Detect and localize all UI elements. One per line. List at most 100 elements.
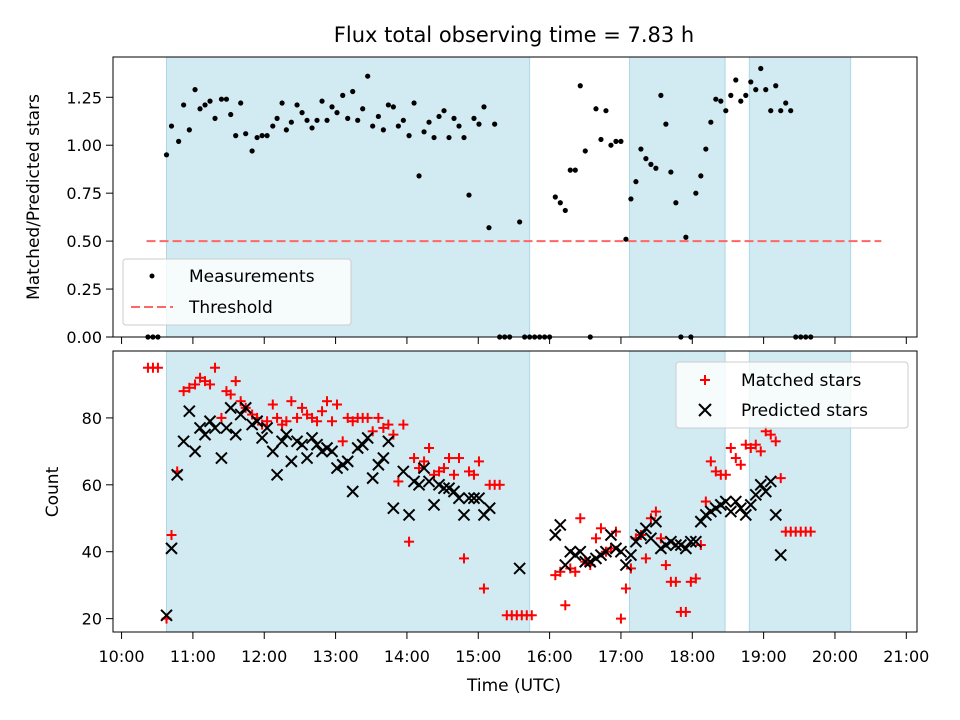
predicted-point — [402, 508, 416, 522]
measurement-point — [748, 79, 754, 85]
bottom-xtick-label: 11:00 — [170, 647, 216, 666]
predicted-point — [604, 528, 618, 542]
measurement-point — [768, 108, 774, 114]
matched-point — [178, 386, 189, 397]
predicted-point — [769, 508, 782, 522]
measurement-point — [264, 133, 270, 139]
top-ytick-label: 0.25 — [66, 280, 102, 299]
measurement-point — [243, 131, 249, 137]
predicted-point — [193, 421, 207, 435]
predicted-point — [165, 542, 178, 555]
matched-point — [398, 419, 409, 430]
top-legend: Measurements Threshold — [122, 258, 352, 326]
top-ytick-label: 1.00 — [66, 136, 102, 155]
measurement-point — [683, 234, 689, 240]
legend-measurements-marker — [149, 273, 155, 279]
predicted-point — [629, 535, 643, 548]
matched-point — [152, 362, 163, 373]
measurement-point — [738, 98, 744, 104]
top-ytick-label: 0.75 — [66, 184, 102, 203]
measurement-point — [713, 96, 719, 102]
measurement-point — [572, 167, 578, 173]
bottom-ytick-label: 80 — [82, 409, 102, 428]
matched-point — [317, 406, 328, 417]
measurement-point — [643, 156, 649, 162]
predicted-point — [559, 558, 572, 572]
matched-point — [700, 496, 711, 507]
measurement-point — [698, 173, 704, 179]
bottom-xtick-label: 14:00 — [384, 647, 430, 666]
predicted-point — [729, 495, 743, 508]
matched-point — [720, 469, 731, 480]
matched-point — [640, 553, 651, 564]
measurement-point — [283, 127, 289, 133]
matched-point — [332, 399, 343, 410]
predicted-point — [239, 401, 252, 415]
predicted-point — [684, 535, 698, 548]
legend-threshold-label: Threshold — [188, 298, 273, 318]
measurement-point — [254, 134, 260, 141]
bottom-ytick-label: 60 — [82, 476, 102, 495]
measurement-point — [197, 106, 203, 112]
matched-point — [660, 560, 671, 571]
predicted-point — [300, 451, 314, 465]
matched-point — [575, 513, 586, 524]
predicted-point — [275, 435, 289, 448]
predicted-point — [457, 508, 471, 522]
predicted-point — [356, 438, 369, 451]
measurement-point — [476, 121, 482, 127]
bottom-xtick-label: 17:00 — [598, 647, 644, 666]
predicted-point — [285, 455, 298, 468]
matched-point — [444, 453, 455, 464]
measurement-point — [223, 96, 230, 102]
matched-point — [750, 439, 761, 450]
predicted-point — [759, 485, 772, 498]
matched-point — [414, 463, 425, 474]
predicted-point — [774, 548, 787, 562]
top-shaded-interval — [629, 56, 726, 338]
measurement-point — [517, 219, 523, 225]
measurement-point — [176, 138, 182, 144]
predicted-point — [397, 465, 410, 478]
matched-point — [297, 402, 308, 413]
measurement-point — [758, 65, 764, 72]
top-axes: 0.00 0.25 0.50 0.75 1.00 1.25 Matched/Predict… — [24, 56, 918, 347]
measurement-point — [375, 113, 381, 120]
bottom-legend-box — [675, 361, 909, 429]
predicted-point — [387, 502, 400, 515]
matched-point — [775, 473, 786, 484]
matched-point — [680, 606, 691, 617]
matched-point — [615, 613, 626, 624]
matched-point — [645, 513, 656, 524]
bottom-xtick-label: 12:00 — [241, 647, 287, 666]
predicted-point — [372, 458, 385, 471]
top-plot-frame — [112, 56, 918, 338]
bot-shaded-interval — [166, 350, 531, 633]
matched-point — [725, 443, 736, 454]
matched-point — [362, 412, 373, 423]
measurement-point — [648, 161, 654, 167]
measurement-point — [426, 119, 432, 125]
measurement-point — [446, 134, 452, 141]
predicted-point — [160, 609, 173, 622]
measurement-point — [623, 236, 629, 242]
measurement-point — [274, 115, 280, 121]
measurement-point — [788, 108, 794, 114]
bottom-xtick-label: 15:00 — [455, 647, 501, 666]
measurement-point — [703, 146, 709, 152]
measurement-point — [431, 134, 437, 141]
matched-point — [458, 553, 469, 564]
matched-point — [419, 456, 430, 467]
matched-point — [570, 566, 581, 577]
chart-title: Flux total observing time = 7.83 h — [334, 23, 694, 47]
measurement-point — [557, 200, 563, 206]
matched-point — [605, 543, 616, 554]
matched-point — [367, 426, 378, 437]
measurement-point — [249, 148, 255, 154]
top-y-axis-label: Matched/Predicted stars — [24, 94, 44, 300]
predicted-point — [452, 491, 466, 505]
matched-point — [230, 376, 241, 387]
measurement-point — [658, 92, 664, 98]
predicted-point — [694, 515, 708, 528]
predicted-point — [215, 451, 228, 465]
